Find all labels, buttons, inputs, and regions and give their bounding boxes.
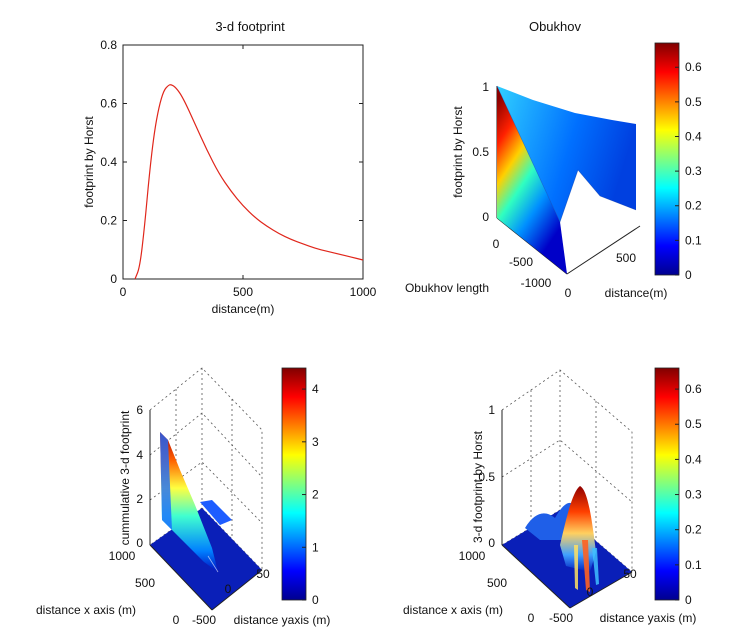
surface-ridge-side: [160, 432, 172, 530]
y-tick-label: 50: [623, 567, 637, 581]
y-tick-label: 0.6: [100, 97, 117, 111]
grid-box: [501, 369, 633, 573]
z-tick-label: 0: [482, 210, 489, 224]
footprint-line-chart: 3-d footprint 0 500 1000 0 0.2 0.4 0.6 0.8 dist…: [82, 19, 377, 316]
colorbar-tick-label: 4: [312, 382, 319, 396]
colorbar-tick-label: 0: [312, 593, 319, 607]
x-axis-label: distance x axis (m): [403, 603, 503, 617]
colorbar-tick-label: 0.6: [685, 382, 702, 396]
x-tick-label: -500: [509, 255, 533, 269]
x-tick-label: 500: [135, 576, 155, 590]
colorbar-tick-label: 1: [312, 540, 319, 554]
plot-frame: [122, 44, 364, 280]
colorbar: [281, 367, 307, 601]
chart-title: 3-d footprint: [215, 19, 285, 34]
axis-ticks: 0 500 1000 0 0.2 0.4 0.6 0.8: [100, 38, 376, 299]
horst-footprint-surface-plot: 1 0.5 0 1000 500 0 -500 0 50 3-d footpri…: [403, 367, 702, 625]
x-tick-label: 0: [120, 285, 127, 299]
surface-highlight: [207, 555, 219, 573]
surface-back: [497, 86, 636, 222]
surface-front: [497, 86, 567, 274]
colorbar-tick-label: 0.1: [685, 233, 702, 247]
colorbar-tick-label: 0.4: [685, 129, 702, 143]
colorbar-tick-label: 0.3: [685, 488, 702, 502]
z-tick-label: 1: [488, 403, 495, 417]
chart-title: Obukhov: [529, 19, 582, 34]
z-tick-label: 0.5: [478, 470, 495, 484]
y-tick-label: 0: [110, 272, 117, 286]
colorbar: [654, 367, 680, 601]
y-tick-label: 50: [256, 567, 270, 581]
x-tick-label: 0: [493, 237, 500, 251]
z-tick-label: 1: [482, 80, 489, 94]
x-tick-label: 0: [528, 611, 535, 625]
y-tick-label: 0: [565, 286, 572, 300]
colorbar-tick-label: 3: [312, 435, 319, 449]
colorbar-ticks: 0 1 2 3 4: [302, 382, 319, 607]
surface-ridge: [160, 432, 218, 572]
y-axis-label: distance yaxis (m): [234, 613, 331, 627]
x-axis-label: distance(m): [212, 302, 275, 316]
x-axis-label: distance x axis (m): [36, 603, 136, 617]
colorbar-tick-label: 2: [312, 488, 319, 502]
y-axis: [566, 225, 641, 275]
z-axis-label: footprint by Horst: [451, 106, 465, 198]
z-axis-label: cummulative 3-d footprint: [118, 410, 132, 545]
y-axis: [569, 571, 633, 609]
surface-bump: [200, 500, 232, 525]
y-axis-label: distance yaxis (m): [600, 611, 697, 625]
surface-edge: [496, 85, 637, 223]
colorbar-tick-label: 0.2: [685, 199, 702, 213]
obukhov-surface-plot: Obukhov 1 0.5 0 0 -500 -1000 0 500 footp…: [405, 19, 702, 300]
x-tick-label: 1000: [459, 549, 486, 563]
y-tick-label: 0.4: [100, 155, 117, 169]
x-tick-label: 500: [487, 576, 507, 590]
colorbar-tick-label: 0.6: [685, 60, 702, 74]
series-line: [134, 84, 364, 280]
x-tick-label: 0: [173, 613, 180, 627]
surface-stripe: [592, 548, 599, 585]
x-axis: [149, 544, 213, 611]
y-tick-label: 500: [616, 251, 636, 265]
z-tick-label: 4: [136, 448, 143, 462]
surface-stripe: [582, 540, 590, 592]
y-tick-label: 0: [225, 582, 232, 596]
colorbar-tick-label: 0.5: [685, 417, 702, 431]
y-axis: [211, 569, 263, 611]
z-tick-label: 0: [136, 536, 143, 550]
z-tick-label: 0: [488, 536, 495, 550]
y-tick-label: 0: [587, 585, 594, 599]
colorbar-tick-label: 0: [685, 268, 692, 282]
colorbar-tick-label: 0.5: [685, 95, 702, 109]
cumulative-footprint-surface-plot: 6 4 2 0 1000 500 0 -500 0 50 cummulative…: [36, 367, 331, 627]
y-tick-label: 0.2: [100, 214, 117, 228]
colorbar-tick-label: 0.1: [685, 558, 702, 572]
z-tick-label: 0.5: [472, 145, 489, 159]
y-axis-label: footprint by Horst: [82, 116, 96, 208]
colorbar-ticks: 0 0.1 0.2 0.3 0.4 0.5 0.6: [675, 382, 702, 607]
y-tick-label: -500: [549, 611, 573, 625]
colorbar-tick-label: 0.2: [685, 523, 702, 537]
z-tick-label: 6: [136, 403, 143, 417]
y-tick-label: -500: [192, 613, 216, 627]
x-tick-label: 1000: [350, 285, 377, 299]
colorbar-ticks: 0 0.1 0.2 0.3 0.4 0.5 0.6: [675, 60, 702, 282]
y-tick-label: 0.8: [100, 38, 117, 52]
x-tick-label: -1000: [521, 276, 552, 290]
x-axis: [501, 544, 571, 609]
z-tick-label: 2: [136, 492, 143, 506]
colorbar: [654, 42, 680, 276]
colorbar-tick-label: 0.3: [685, 164, 702, 178]
z-axis-label: 3-d footprint by Horst: [471, 430, 485, 543]
x-tick-label: 500: [233, 285, 253, 299]
y-axis-label: distance(m): [605, 286, 668, 300]
surface-stripe: [574, 545, 578, 590]
x-tick-label: 1000: [109, 549, 136, 563]
colorbar-tick-label: 0.4: [685, 452, 702, 466]
colorbar-tick-label: 0: [685, 593, 692, 607]
x-axis-label: Obukhov length: [405, 281, 489, 295]
